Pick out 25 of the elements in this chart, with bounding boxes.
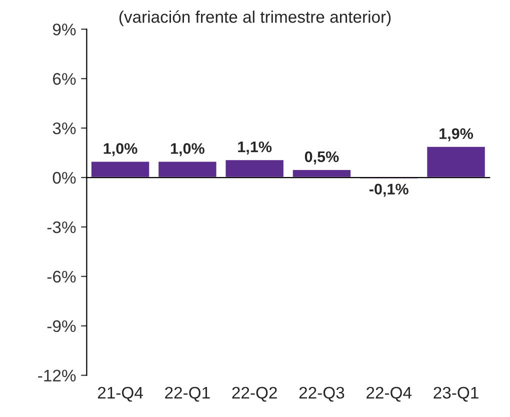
- x-tick-label: 22-Q3: [299, 386, 344, 402]
- x-tick-label: 22-Q2: [232, 386, 277, 402]
- data-label: 1,1%: [238, 141, 272, 154]
- bar: [426, 146, 486, 178]
- y-tick-label: 3%: [52, 122, 76, 134]
- data-label: 1,0%: [170, 143, 204, 156]
- data-label: 1,0%: [104, 143, 138, 156]
- data-label: 1,9%: [440, 128, 474, 142]
- y-tick-label: -12%: [38, 370, 76, 382]
- y-tick-label: -6%: [47, 270, 76, 283]
- x-tick-label: 23-Q1: [434, 386, 478, 402]
- y-tick-label: 9%: [52, 24, 76, 36]
- bar: [157, 160, 218, 178]
- chart-subtitle: (variación frente al trimestre anterior): [119, 10, 391, 26]
- x-tick-label: 21-Q4: [98, 386, 143, 402]
- bar: [90, 160, 151, 178]
- x-tick-label: 22-Q1: [165, 386, 210, 402]
- y-tick-label: 6%: [53, 73, 76, 85]
- x-tick-label: 22-Q4: [366, 386, 412, 402]
- y-tick-label: -3%: [47, 221, 76, 234]
- bar: [224, 158, 285, 178]
- y-tick-label: 0%: [52, 172, 76, 184]
- y-tick-label: -9%: [47, 320, 76, 332]
- data-label: 0,5%: [304, 151, 339, 164]
- data-label: -0,1%: [370, 184, 408, 197]
